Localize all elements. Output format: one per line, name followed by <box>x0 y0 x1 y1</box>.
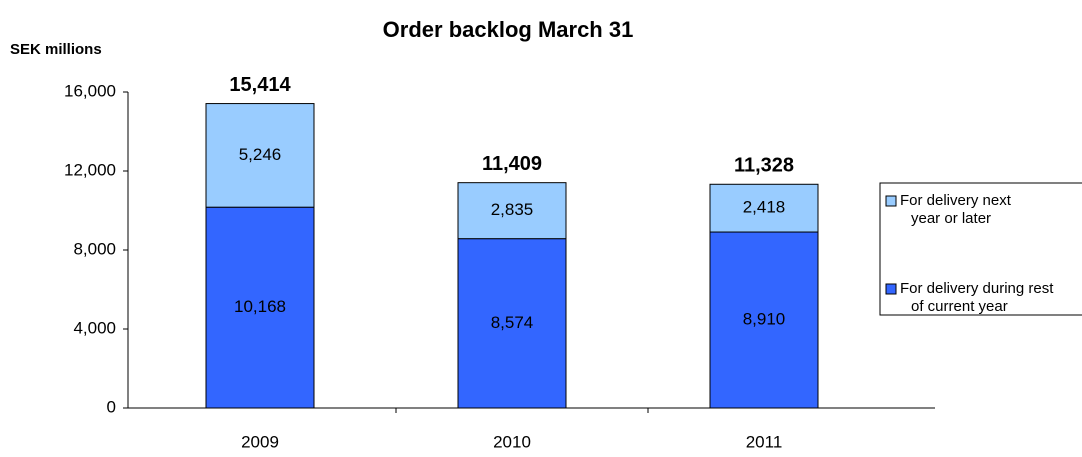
data-label: 8,574 <box>491 313 534 332</box>
legend-label: For delivery next year or later <box>900 192 1012 227</box>
bar-segment <box>709 231 819 409</box>
total-label: 15,414 <box>229 74 291 96</box>
y-tick-label: 12,000 <box>64 160 116 179</box>
legend-box <box>879 182 1082 316</box>
data-label: 8,910 <box>743 309 786 328</box>
bar-segment <box>457 182 567 240</box>
chart-title: Order backlog March 31 <box>383 17 634 42</box>
bar-segment <box>205 206 315 409</box>
y-tick-label: 16,000 <box>64 81 116 100</box>
legend-swatch <box>885 283 897 295</box>
data-label: 5,246 <box>239 145 282 164</box>
legend-label: For delivery during rest of current year <box>900 280 1054 315</box>
x-tick-label: 2010 <box>493 432 531 451</box>
data-label: 2,418 <box>743 198 786 217</box>
x-tick-label: 2011 <box>746 432 783 451</box>
y-tick-label: 8,000 <box>73 239 116 258</box>
total-label: 11,328 <box>734 155 794 177</box>
legend-swatch <box>885 195 897 207</box>
bar-segment <box>205 103 315 208</box>
x-tick-label: 2009 <box>241 432 279 451</box>
y-tick-label: 4,000 <box>73 318 116 337</box>
data-label: 10,168 <box>234 297 286 316</box>
y-axis-label: SEK millions <box>10 41 102 58</box>
data-label: 2,835 <box>491 200 534 219</box>
y-tick-label: 0 <box>107 397 116 416</box>
total-label: 11,409 <box>482 153 542 175</box>
bar-segment <box>709 183 819 233</box>
